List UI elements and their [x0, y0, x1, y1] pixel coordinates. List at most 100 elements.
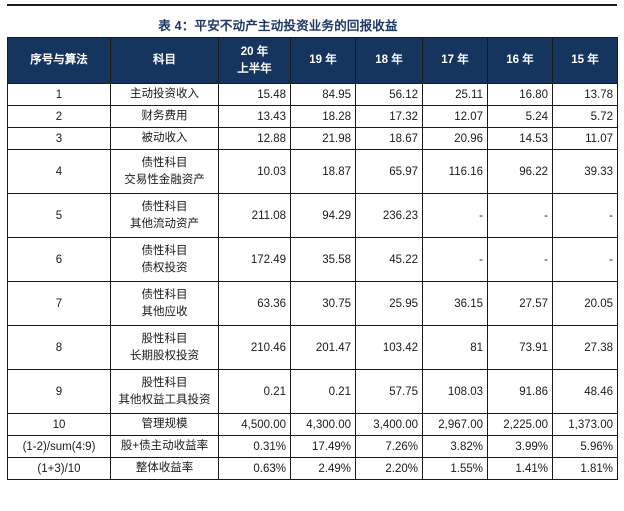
row-index-cell: 9 [7, 369, 111, 414]
row-value-cell: 73.91 [487, 325, 553, 370]
row-subject-cell: 债性科目 债权投资 [110, 237, 219, 282]
row-value-cell: 211.08 [218, 193, 291, 238]
row-value-cell: 45.22 [355, 237, 423, 282]
row-subject-cell: 债性科目 其他流动资产 [110, 193, 219, 238]
row-value-cell: 2.49% [290, 457, 356, 480]
row-value-cell: 20.96 [422, 127, 488, 150]
header-cell-2019: 19 年 [290, 37, 356, 84]
row-value-cell: 96.22 [487, 149, 553, 194]
header-cell-2017: 17 年 [422, 37, 488, 84]
table-row: (1-2)/sum(4:9) 股+债主动收益率 0.31% 17.49% 7.2… [7, 435, 618, 458]
row-index-cell: 7 [7, 281, 111, 326]
row-index-cell: (1-2)/sum(4:9) [7, 435, 111, 458]
row-value-cell: 5.96% [552, 435, 618, 458]
report-top-rule [7, 4, 617, 6]
table-row: 3 被动收入 12.88 21.98 18.67 20.96 14.53 11.… [7, 127, 618, 150]
row-value-cell: 21.98 [290, 127, 356, 150]
table-title: 表 4：平安不动产主动投资业务的回报收益 [158, 19, 398, 33]
table-row: 6 债性科目 债权投资 172.49 35.58 45.22 - - - [7, 237, 618, 282]
header-cell-subject: 科目 [110, 37, 219, 84]
row-value-cell: 81 [422, 325, 488, 370]
row-value-cell: 12.07 [422, 105, 488, 128]
row-value-cell: - [422, 237, 488, 282]
row-subject-cell: 股+债主动收益率 [110, 435, 219, 458]
row-value-cell: 4,500.00 [218, 413, 291, 436]
row-index-cell: 1 [7, 83, 111, 106]
row-value-cell: - [552, 193, 618, 238]
row-value-cell: 12.88 [218, 127, 291, 150]
row-subject-cell: 债性科目 交易性金融资产 [110, 149, 219, 194]
table-row: 7 债性科目 其他应收 63.36 30.75 25.95 36.15 27.5… [7, 281, 618, 326]
row-value-cell: 108.03 [422, 369, 488, 414]
row-value-cell: 0.31% [218, 435, 291, 458]
row-value-cell: 5.24 [487, 105, 553, 128]
header-cell-2020h1: 20 年 上半年 [218, 37, 291, 84]
row-value-cell: 0.21 [218, 369, 291, 414]
header-cell-2016: 16 年 [487, 37, 553, 84]
table-row: 1 主动投资收入 15.48 84.95 56.12 25.11 16.80 1… [7, 83, 618, 106]
row-value-cell: 236.23 [355, 193, 423, 238]
row-value-cell: 18.87 [290, 149, 356, 194]
row-value-cell: 14.53 [487, 127, 553, 150]
row-value-cell: 15.48 [218, 83, 291, 106]
table-header-row: 序号与算法 科目 20 年 上半年 19 年 18 年 17 年 16 年 15… [7, 37, 618, 84]
row-value-cell: 84.95 [290, 83, 356, 106]
table-row: 5 债性科目 其他流动资产 211.08 94.29 236.23 - - - [7, 193, 618, 238]
row-value-cell: 48.46 [552, 369, 618, 414]
row-value-cell: 3,400.00 [355, 413, 423, 436]
row-index-cell: (1+3)/10 [7, 457, 111, 480]
row-value-cell: 27.57 [487, 281, 553, 326]
row-value-cell: 116.16 [422, 149, 488, 194]
row-value-cell: 1.81% [552, 457, 618, 480]
row-value-cell: 1,373.00 [552, 413, 618, 436]
row-value-cell: 5.72 [552, 105, 618, 128]
row-value-cell: 27.38 [552, 325, 618, 370]
row-subject-cell: 财务费用 [110, 105, 219, 128]
table-row: 9 股性科目 其他权益工具投资 0.21 0.21 57.75 108.03 9… [7, 369, 618, 414]
row-subject-cell: 股性科目 长期股权投资 [110, 325, 219, 370]
row-value-cell: 210.46 [218, 325, 291, 370]
returns-table: 序号与算法 科目 20 年 上半年 19 年 18 年 17 年 16 年 15… [7, 37, 618, 480]
row-value-cell: 16.80 [487, 83, 553, 106]
row-value-cell: - [487, 237, 553, 282]
row-value-cell: 103.42 [355, 325, 423, 370]
row-subject-cell: 股性科目 其他权益工具投资 [110, 369, 219, 414]
row-value-cell: 4,300.00 [290, 413, 356, 436]
row-value-cell: 20.05 [552, 281, 618, 326]
row-subject-cell: 管理规模 [110, 413, 219, 436]
table-row: 10 管理规模 4,500.00 4,300.00 3,400.00 2,967… [7, 413, 618, 436]
row-value-cell: - [422, 193, 488, 238]
row-value-cell: 7.26% [355, 435, 423, 458]
row-value-cell: 94.29 [290, 193, 356, 238]
row-value-cell: 172.49 [218, 237, 291, 282]
table-row: 2 财务费用 13.43 18.28 17.32 12.07 5.24 5.72 [7, 105, 618, 128]
row-subject-cell: 债性科目 其他应收 [110, 281, 219, 326]
header-cell-2018: 18 年 [355, 37, 423, 84]
row-value-cell: 57.75 [355, 369, 423, 414]
header-cell-2015: 15 年 [552, 37, 618, 84]
row-value-cell: 17.32 [355, 105, 423, 128]
row-value-cell: 0.63% [218, 457, 291, 480]
table-row: 4 债性科目 交易性金融资产 10.03 18.87 65.97 116.16 … [7, 149, 618, 194]
row-value-cell: 2.20% [355, 457, 423, 480]
row-subject-cell: 主动投资收入 [110, 83, 219, 106]
row-value-cell: 36.15 [422, 281, 488, 326]
row-value-cell: 39.33 [552, 149, 618, 194]
row-value-cell: 1.41% [487, 457, 553, 480]
row-value-cell: 65.97 [355, 149, 423, 194]
row-value-cell: 3.82% [422, 435, 488, 458]
row-index-cell: 3 [7, 127, 111, 150]
row-value-cell: - [552, 237, 618, 282]
row-value-cell: 91.86 [487, 369, 553, 414]
row-value-cell: 13.43 [218, 105, 291, 128]
row-index-cell: 10 [7, 413, 111, 436]
row-value-cell: 11.07 [552, 127, 618, 150]
row-value-cell: 63.36 [218, 281, 291, 326]
row-value-cell: 25.11 [422, 83, 488, 106]
row-value-cell: 13.78 [552, 83, 618, 106]
row-value-cell: - [487, 193, 553, 238]
table-row: (1+3)/10 整体收益率 0.63% 2.49% 2.20% 1.55% 1… [7, 457, 618, 480]
row-value-cell: 3.99% [487, 435, 553, 458]
row-value-cell: 17.49% [290, 435, 356, 458]
